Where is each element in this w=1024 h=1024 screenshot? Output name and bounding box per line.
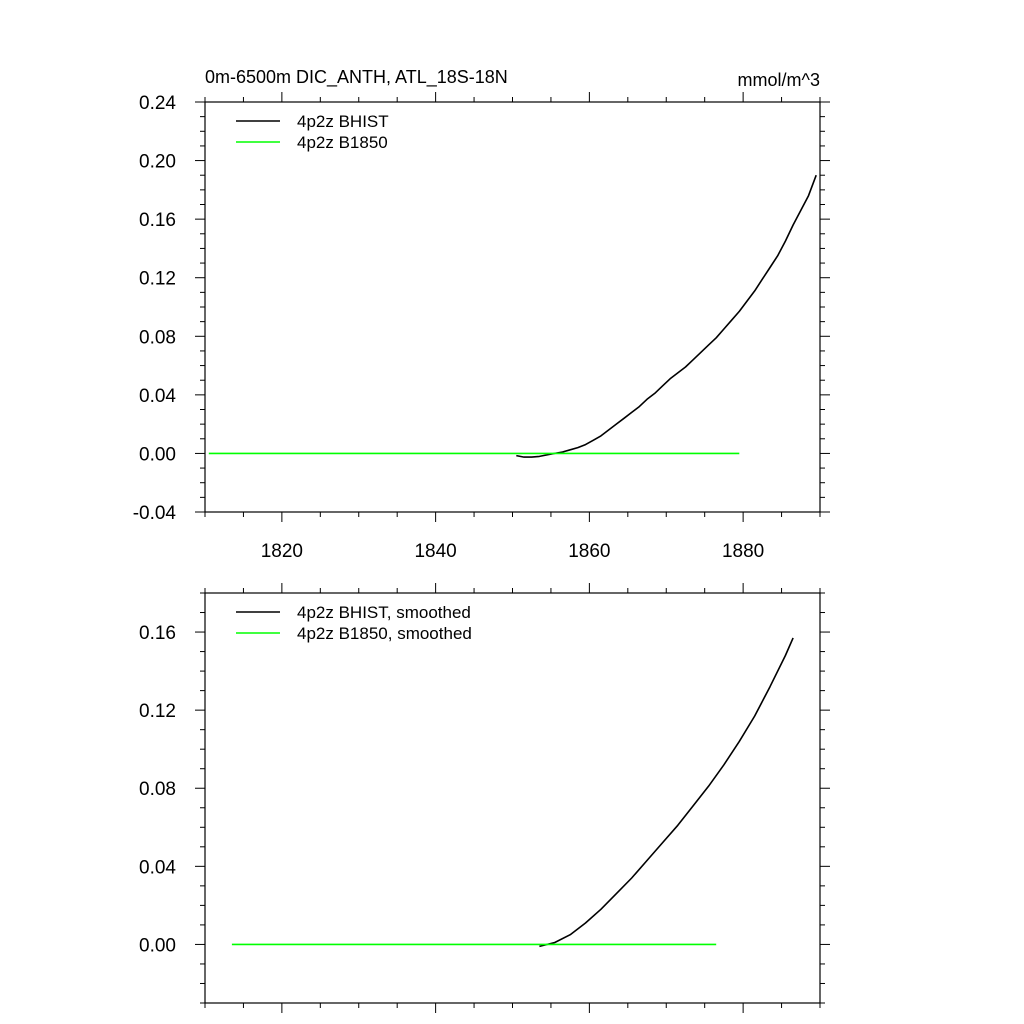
series-line-0 — [539, 637, 794, 948]
y-tick-label: 0.04 — [139, 386, 176, 407]
top-panel: 0m-6500m DIC_ANTH, ATL_18S-18N mmol/m^3 … — [133, 67, 830, 562]
y-tick-label: 0.08 — [139, 779, 176, 800]
y-tick-label: -0.04 — [133, 503, 177, 524]
y-tick-label: 0.12 — [139, 701, 176, 722]
y-tick-label: 0.12 — [139, 269, 176, 290]
y-tick-label: 0.16 — [139, 210, 176, 231]
legend-label: 4p2z B1850, smoothed — [297, 624, 472, 643]
x-tick-label: 1860 — [568, 541, 610, 562]
y-tick-label: 0.24 — [139, 93, 176, 114]
top-panel-title: 0m-6500m DIC_ANTH, ATL_18S-18N — [205, 67, 508, 88]
x-tick-label: 1840 — [414, 541, 456, 562]
y-tick-label: 0.04 — [139, 857, 176, 878]
bottom-ticks: 0.00 0.04 0.08 0.12 0.16 — [139, 583, 830, 1013]
y-tick-label: 0.00 — [139, 935, 176, 956]
top-ticks: 1820 1840 1860 1880 -0.04 0.00 0.04 0.08 0.12 0.1… — [133, 92, 830, 562]
top-series — [208, 174, 817, 458]
y-tick-label: 0.20 — [139, 152, 176, 173]
top-panel-units: mmol/m^3 — [738, 70, 820, 90]
bottom-plot-frame — [204, 592, 821, 1004]
bottom-legend: 4p2z BHIST, smoothed 4p2z B1850, smoothed — [236, 603, 472, 643]
x-tick-label: 1820 — [261, 541, 303, 562]
bottom-panel: 0.00 0.04 0.08 0.12 0.16 4p2z BHIST, smoothe… — [139, 583, 830, 1013]
x-tick-label: 1880 — [722, 541, 764, 562]
y-tick-label: 0.16 — [139, 623, 176, 644]
y-tick-label: 0.08 — [139, 327, 176, 348]
series-line-0 — [516, 174, 817, 458]
top-legend: 4p2z BHIST 4p2z B1850 — [236, 112, 389, 152]
legend-label: 4p2z BHIST — [297, 112, 389, 131]
legend-label: 4p2z B1850 — [297, 133, 388, 152]
bottom-series — [231, 637, 794, 948]
top-plot-frame — [204, 101, 821, 513]
legend-label: 4p2z BHIST, smoothed — [297, 603, 471, 622]
y-tick-label: 0.00 — [139, 444, 176, 465]
